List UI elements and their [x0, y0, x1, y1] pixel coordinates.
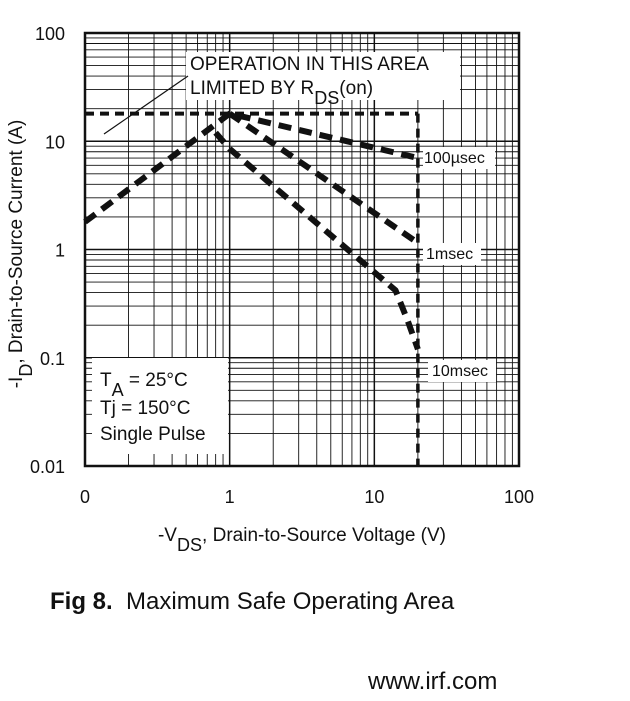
rds-annotation-bg — [186, 52, 460, 100]
figure-caption-label: Fig 8. — [50, 588, 113, 615]
chart-grid — [83, 31, 521, 468]
y-tick-label: 1 — [55, 241, 65, 261]
footer-url: www.irf.com — [368, 668, 498, 695]
x-tick-label: 10 — [364, 487, 384, 507]
y-axis-title: -ID, Drain-to-Source Current (A) — [6, 120, 36, 389]
label-100us-bg — [423, 147, 495, 169]
y-tick-label: 10 — [45, 132, 65, 152]
y-tick-label: 0.01 — [30, 457, 65, 477]
rds-annotation-line1: OPERATION IN THIS AREA — [190, 54, 429, 75]
plot-frame — [83, 31, 521, 468]
condition-tj: Tj = 150°C — [100, 398, 191, 419]
rds-pointer-line — [103, 75, 189, 135]
figure-caption: Fig 8. Maximum Safe Operating Area — [50, 588, 454, 616]
x-tick-label: 1 — [225, 487, 235, 507]
series-label-1: 100µsec — [424, 150, 485, 167]
label-1ms-bg — [423, 243, 481, 265]
condition-pulse: Single Pulse — [100, 424, 206, 445]
x-tick-label: 100 — [504, 487, 534, 507]
x-axis-title: -VDS, Drain-to-Source Voltage (V) — [158, 525, 446, 555]
soa-chart: 100µsec 1msec 10msec 0 1 10 100 100 10 1 0.1 0.01 -V… — [6, 24, 534, 555]
figure-caption-text: Maximum Safe Operating Area — [126, 588, 455, 615]
series-line-3 — [213, 130, 421, 351]
rds-annotation-line2: LIMITED BY RDS(on) — [190, 78, 373, 108]
y-tick-label: 0.1 — [40, 349, 65, 369]
label-10ms-bg — [428, 360, 496, 382]
x-tick-label: 0 — [80, 487, 90, 507]
series-label-2: 1msec — [426, 246, 473, 263]
chart-labels: 100µsec 1msec 10msec 0 1 10 100 100 10 1 0.1 0.01 -V… — [6, 24, 534, 555]
chart-series — [83, 75, 421, 466]
conditions-box-bg — [92, 358, 228, 454]
series-line-2 — [228, 111, 420, 246]
condition-ta: TA = 25°C — [100, 370, 188, 400]
y-tick-label: 100 — [35, 24, 65, 44]
series-label-3: 10msec — [432, 363, 488, 380]
